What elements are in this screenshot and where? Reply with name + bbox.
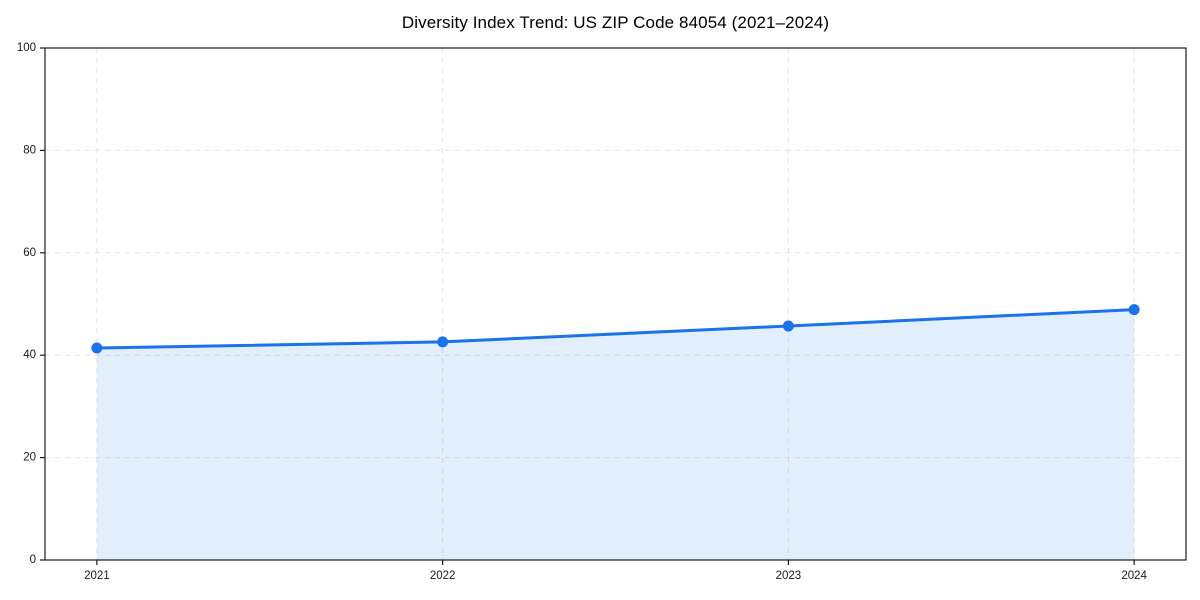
data-point-2021 xyxy=(91,342,103,354)
x-tick-label: 2021 xyxy=(84,570,110,582)
y-tick-label: 60 xyxy=(23,247,36,259)
chart-title: Diversity Index Trend: US ZIP Code 84054… xyxy=(401,13,830,32)
y-tick-label: 40 xyxy=(23,349,36,361)
area-fill xyxy=(96,309,1135,560)
y-tick-label: 100 xyxy=(17,42,36,54)
x-tick-label: 2024 xyxy=(1121,570,1147,582)
axes-frame xyxy=(44,47,1187,561)
trend-line xyxy=(95,308,1136,350)
y-tick-label: 0 xyxy=(30,554,36,566)
y-tick-label: 20 xyxy=(23,452,36,464)
data-point-2023 xyxy=(782,320,794,332)
data-point-2024 xyxy=(1128,304,1140,316)
x-tick-label: 2023 xyxy=(776,570,802,582)
x-tick-label: 2022 xyxy=(430,570,456,582)
y-tick-label: 80 xyxy=(23,144,36,156)
data-point-2022 xyxy=(437,336,449,348)
